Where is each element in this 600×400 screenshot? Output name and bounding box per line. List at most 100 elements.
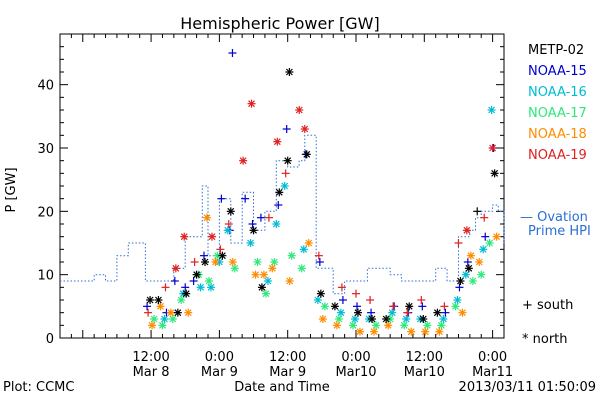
chart-title: Hemispheric Power [GW] [180, 14, 379, 33]
south-point [403, 308, 412, 317]
north-point [246, 239, 255, 247]
south-point [315, 258, 324, 266]
north-point [354, 308, 362, 317]
north-point [316, 289, 325, 298]
north-point [487, 106, 496, 114]
north-point [400, 321, 409, 330]
x-tick-date-label: Mar 9 [269, 365, 306, 380]
north-point [182, 289, 191, 298]
north-point [280, 182, 289, 190]
north-point [247, 99, 256, 108]
north-point [462, 226, 471, 235]
legend-entry: METP-02 [528, 43, 584, 58]
y-tick-label: 30 [37, 142, 54, 157]
north-point [201, 258, 209, 266]
north-point [464, 264, 473, 273]
north-point [479, 245, 488, 254]
north-point [433, 308, 442, 317]
north-point [468, 277, 477, 285]
north-point [336, 308, 345, 317]
ovation-prime-line [60, 134, 505, 295]
north-point [332, 321, 341, 330]
south-point [241, 194, 250, 203]
north-point [223, 226, 232, 235]
north-point [302, 150, 311, 159]
south-point [480, 213, 489, 222]
south-point [282, 125, 291, 133]
timestamp: 2013/03/11 01:50:09 [459, 380, 596, 395]
south-point [352, 289, 360, 298]
south-point [200, 251, 208, 260]
north-point [184, 308, 193, 317]
north-point [368, 315, 377, 323]
legend-entry: NOAA-19 [528, 148, 587, 163]
south-point [473, 207, 482, 216]
north-point [330, 302, 339, 311]
north-point [205, 277, 213, 285]
north-point [458, 308, 467, 317]
north-point [461, 270, 470, 279]
north-point [173, 308, 182, 317]
y-axis: 0 10 20 30 40 [37, 33, 504, 347]
north-point [285, 68, 294, 76]
north-point [334, 315, 343, 323]
north-point [475, 258, 484, 266]
north-point [228, 258, 237, 266]
north-point [384, 321, 393, 330]
ovation-legend-line2: Prime HPI [528, 224, 591, 239]
legend-entry: NOAA-15 [528, 64, 587, 79]
x-tick-date-label: Mar11 [472, 365, 513, 380]
south-point [144, 308, 153, 317]
south-marker-legend: + south [522, 298, 573, 313]
north-point [439, 315, 448, 323]
south-point [143, 302, 152, 311]
north-point [287, 251, 296, 260]
north-point [249, 226, 258, 235]
south-point [216, 245, 225, 254]
ovation-step-line [60, 134, 505, 295]
south-point [189, 277, 198, 285]
north-point [148, 321, 157, 330]
north-point [451, 302, 460, 311]
north-point [351, 315, 359, 323]
legend-entry: NOAA-17 [528, 106, 587, 121]
north-point [295, 106, 304, 114]
north-point [356, 327, 364, 336]
north-point [251, 270, 260, 279]
north-point [253, 258, 262, 266]
north-point [313, 296, 322, 304]
north-point [423, 321, 432, 330]
north-point [421, 327, 430, 336]
south-point [264, 213, 273, 222]
north-point [285, 277, 294, 285]
north-point [146, 296, 155, 304]
north-point [304, 239, 313, 247]
north-point [158, 321, 167, 330]
north-point [150, 315, 159, 323]
south-point [281, 169, 290, 178]
x-tick-label: 12:00 [269, 350, 306, 365]
x-tick-date-label: Mar 8 [133, 365, 170, 380]
data-points [143, 49, 501, 336]
south-point [224, 220, 233, 228]
south-point [248, 220, 257, 228]
north-point [154, 296, 163, 304]
south-point [274, 201, 283, 209]
north-point [407, 327, 416, 336]
south-point [366, 296, 375, 304]
y-tick-label: 40 [37, 79, 54, 94]
x-tick-date-label: Mar 9 [201, 365, 238, 380]
north-point [488, 144, 497, 152]
north-point [160, 315, 169, 323]
north-point [402, 315, 411, 323]
north-point [485, 239, 494, 247]
y-tick-label: 0 [46, 332, 54, 347]
south-point [338, 296, 347, 304]
north-point [261, 289, 270, 298]
north-point [156, 302, 165, 311]
north-marker-legend: * north [522, 332, 568, 347]
north-point [263, 277, 272, 285]
north-point [226, 207, 235, 216]
south-point [353, 302, 361, 311]
